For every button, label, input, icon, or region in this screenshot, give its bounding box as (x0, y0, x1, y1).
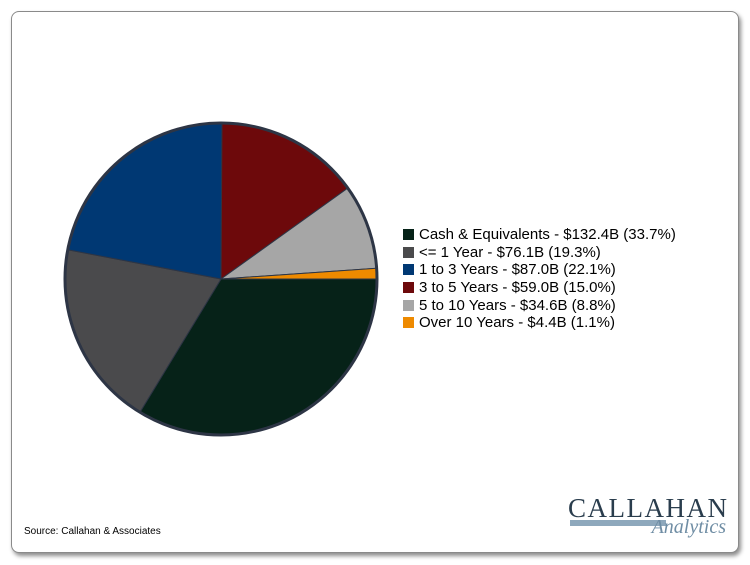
pie-outline (63, 121, 379, 437)
pie-slices (64, 122, 378, 436)
legend-swatch (403, 282, 414, 294)
logo-wordmark: CALLAHAN (568, 493, 729, 523)
legend-item-5: 5 to 10 Years - $34.6B (8.8%) (403, 296, 676, 314)
legend-label: <= 1 Year - $76.1B (19.3%) (419, 243, 601, 261)
callahan-analytics-logo: CALLAHAN Analytics (568, 494, 728, 544)
legend-swatch (403, 229, 414, 241)
legend: Cash & Equivalents - $132.4B (33.7%) <= 1… (403, 226, 676, 332)
legend-item-3: 1 to 3 Years - $87.0B (22.1%) (403, 261, 676, 279)
source-note: Source: Callahan & Associates (24, 526, 161, 537)
legend-swatch (403, 299, 414, 311)
legend-swatch (403, 317, 414, 329)
legend-label: Cash & Equivalents - $132.4B (33.7%) (419, 226, 676, 244)
legend-item-1: Cash & Equivalents - $132.4B (33.7%) (403, 226, 676, 244)
legend-swatch (403, 264, 414, 276)
logo-subtitle: Analytics (651, 516, 726, 538)
logo-bar (570, 520, 666, 526)
legend-label: Over 10 Years - $4.4B (1.1%) (419, 314, 615, 332)
legend-label: 3 to 5 Years - $59.0B (15.0%) (419, 279, 616, 297)
legend-label: 5 to 10 Years - $34.6B (8.8%) (419, 296, 616, 314)
legend-swatch (403, 246, 414, 258)
legend-item-2: <= 1 Year - $76.1B (19.3%) (403, 244, 676, 262)
legend-item-4: 3 to 5 Years - $59.0B (15.0%) (403, 279, 676, 297)
legend-item-6: Over 10 Years - $4.4B (1.1%) (403, 314, 676, 332)
legend-label: 1 to 3 Years - $87.0B (22.1%) (419, 261, 616, 279)
